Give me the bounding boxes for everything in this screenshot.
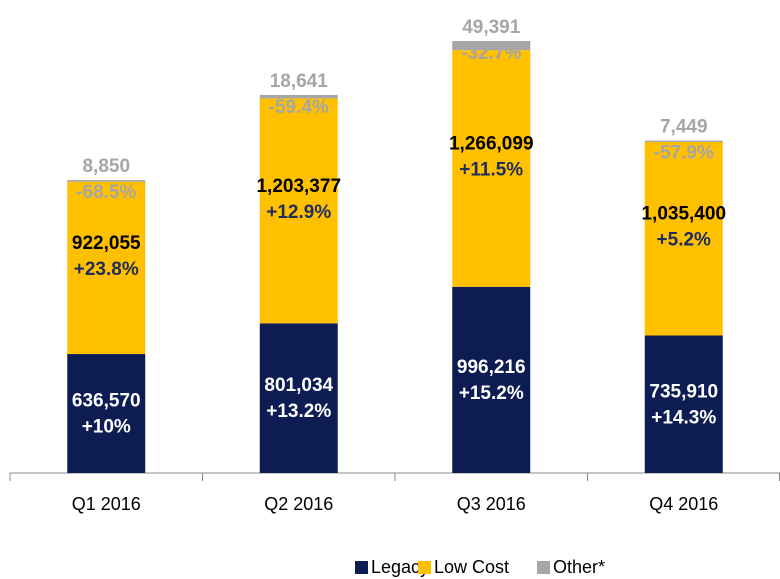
bar-segment <box>259 323 338 473</box>
x-tick-label: Q4 2016 <box>649 494 718 514</box>
value-label: 922,055 <box>72 233 141 254</box>
legend-label: Other* <box>553 557 605 577</box>
legend-swatch <box>537 561 550 574</box>
x-tick-label: Q3 2016 <box>457 494 526 514</box>
change-label: -32.7% <box>461 43 521 64</box>
value-label: 49,391 <box>462 17 521 38</box>
value-label: 8,850 <box>82 156 130 177</box>
value-label: 1,035,400 <box>641 204 726 225</box>
change-label: -59.4% <box>269 97 329 118</box>
legend-label: Legacy <box>371 557 429 577</box>
value-label: 18,641 <box>270 71 329 92</box>
legend-swatch <box>355 561 368 574</box>
bar-segment <box>452 41 531 51</box>
change-label: +10% <box>82 417 131 438</box>
bar-segment <box>452 50 531 287</box>
change-label: +15.2% <box>459 383 524 404</box>
bar-segment <box>67 354 146 473</box>
change-label: +23.8% <box>74 259 139 280</box>
value-label: 996,216 <box>457 357 526 378</box>
change-label: -68.5% <box>76 182 136 203</box>
value-label: 801,034 <box>264 375 333 396</box>
bar-segment <box>259 98 338 324</box>
change-label: +11.5% <box>459 160 523 181</box>
bar-segment <box>644 141 723 336</box>
change-label: +5.2% <box>657 230 712 251</box>
value-label: 1,203,377 <box>256 176 341 197</box>
x-tick-label: Q2 2016 <box>264 494 333 514</box>
bar-segment <box>67 181 146 355</box>
change-label: +13.2% <box>266 401 331 422</box>
change-label: +14.3% <box>651 407 716 428</box>
legend-swatch <box>418 561 431 574</box>
legend-label: Low Cost <box>434 557 509 577</box>
bar-segment <box>67 180 146 182</box>
bar-segment <box>644 140 723 142</box>
bar-segment <box>259 94 338 99</box>
x-tick-label: Q1 2016 <box>72 494 141 514</box>
bar-segment <box>452 286 531 473</box>
change-label: +12.9% <box>266 202 331 223</box>
value-label: 636,570 <box>72 391 141 412</box>
change-label: -57.9% <box>654 143 714 164</box>
value-label: 7,449 <box>660 117 708 138</box>
bar-segment <box>644 335 723 473</box>
value-label: 735,910 <box>649 381 718 402</box>
value-label: 1,266,099 <box>449 134 534 155</box>
